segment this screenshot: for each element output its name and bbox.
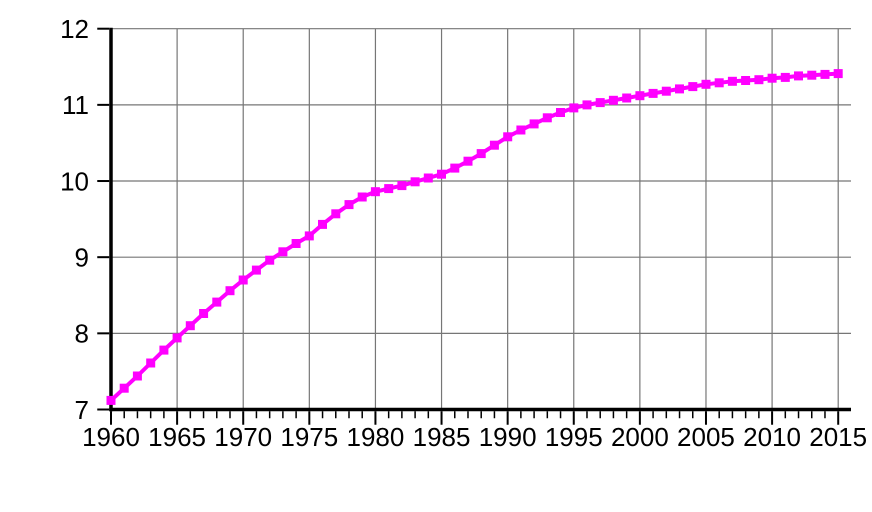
data-point [318,219,327,229]
data-point [582,100,592,110]
y-tick-label: 12 [60,14,89,44]
data-point [370,187,380,197]
data-point [397,181,407,191]
x-tick-label: 1980 [347,422,405,452]
data-point [251,265,261,275]
y-tick-label: 8 [75,319,89,349]
data-point [119,383,129,393]
data-point [608,95,618,105]
data-point [635,91,645,101]
y-tick-label: 11 [62,90,89,120]
x-axis-ticks-labels: 1960 1965 1970 1975 1980 1985 1990 1995 2000 2005… [82,411,867,452]
data-point [820,69,830,79]
y-tick-label: 10 [60,166,89,196]
x-tick-label: 2010 [743,422,801,452]
data-point [595,98,605,108]
data-point [185,321,195,331]
data-point [503,132,513,142]
data-point [516,125,526,135]
data-point [767,73,777,83]
data-point [159,345,169,355]
data-point [542,113,552,123]
data-point [807,70,817,80]
data-point [794,71,803,81]
axes [109,27,851,412]
x-tick-label: 1975 [280,422,338,452]
data-point [357,192,367,202]
data-point [754,75,764,85]
data-point [423,173,433,183]
data-point [688,82,698,92]
data-point [780,72,790,82]
data-point [199,309,209,318]
x-minor-ticks [123,411,826,419]
data-point [569,103,579,113]
data-point [622,93,632,103]
data-point [675,84,684,94]
data-point [291,239,301,248]
data-point [556,108,565,117]
data-point [212,297,222,307]
data-point [701,79,711,89]
x-tick-label: 1990 [479,422,537,452]
x-tick-label: 1970 [214,422,272,452]
x-tick-label: 1985 [413,422,471,452]
x-tick-label: 2015 [809,422,867,452]
data-point [172,333,182,343]
x-tick-label: 2000 [611,422,669,452]
data-point [278,247,288,257]
data-point [463,156,473,166]
data-point [727,76,737,86]
data-point [648,88,658,98]
data-point [476,149,486,159]
x-tick-label: 1965 [148,422,206,452]
data-point [714,78,724,88]
data-point [833,69,843,79]
data-point [384,184,394,194]
data-point [450,163,460,173]
data-point [225,286,235,296]
data-point [304,231,314,241]
y-tick-label: 9 [75,243,89,273]
x-tick-label: 2005 [677,422,735,452]
data-point [344,200,354,210]
data-point [132,371,142,381]
data-point [529,119,539,129]
data-point [489,140,499,150]
data-series [106,69,843,405]
x-tick-label: 1995 [545,422,603,452]
gridlines [111,28,851,410]
data-point [146,358,156,368]
x-tick-label: 1960 [82,422,140,452]
data-point [410,177,420,187]
data-point [238,275,248,285]
data-point [265,255,275,265]
y-axis-ticks-labels: 7 8 9 10 11 12 [60,14,110,425]
data-point [661,86,671,96]
data-point [437,169,446,179]
data-point [331,209,341,219]
y-tick-label: 7 [75,395,89,425]
data-point [106,395,116,405]
data-point [741,76,751,85]
